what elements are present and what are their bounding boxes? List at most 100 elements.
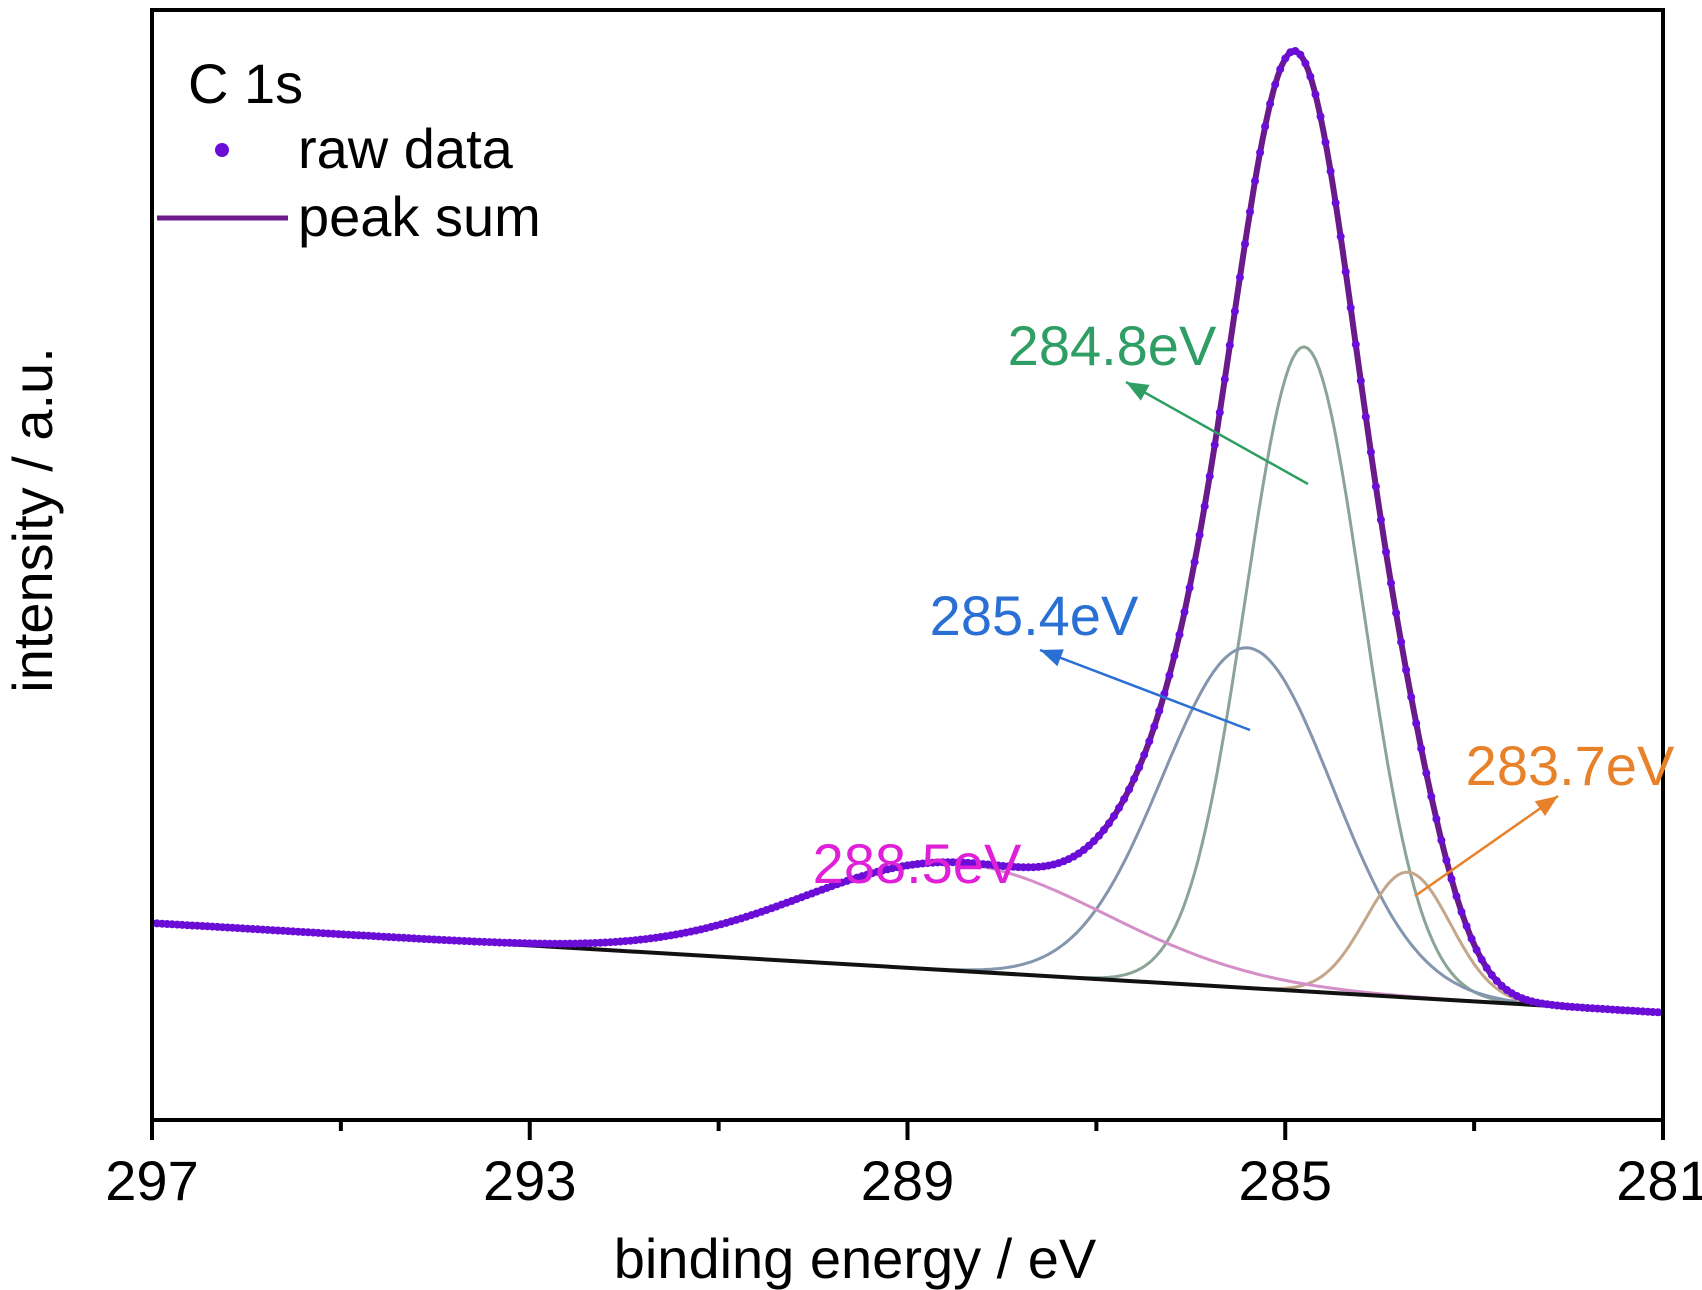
raw-data-point (1452, 892, 1461, 901)
legend-title: C 1s (188, 52, 303, 115)
raw-data-point (1382, 548, 1390, 556)
raw-data-point (1442, 856, 1451, 865)
raw-data-point (1397, 638, 1406, 646)
raw-data-point (1487, 971, 1496, 979)
raw-data-point (1462, 922, 1471, 931)
raw-data-point (1482, 963, 1491, 972)
raw-data-point (1351, 340, 1360, 349)
raw-data-point (1120, 795, 1129, 804)
raw-data-point (1296, 50, 1305, 59)
raw-data-point (1467, 934, 1476, 943)
raw-data-point (1235, 273, 1244, 282)
raw-data-point (1376, 515, 1385, 524)
raw-data-point (1094, 831, 1103, 840)
raw-data-point (1256, 148, 1265, 157)
raw-data-point (1261, 122, 1270, 131)
raw-data-point (1432, 815, 1441, 823)
raw-data-point (1220, 375, 1229, 384)
raw-data-point (1447, 875, 1456, 883)
raw-data-point (1200, 502, 1209, 511)
x-tick-label: 285 (1239, 1149, 1332, 1212)
raw-data-point (1225, 341, 1234, 350)
peak-annotations: 284.8eV 285.4eV 283.7eV 288.5eV (813, 314, 1675, 898)
raw-data-point (1457, 907, 1466, 916)
raw-data-point (1477, 955, 1486, 964)
legend-raw-data-marker (215, 143, 229, 157)
raw-data-point (1281, 54, 1290, 63)
raw-data-point (1175, 630, 1184, 639)
raw-data-point (1110, 812, 1118, 820)
annotation-arrowhead-283.7eV (1534, 796, 1558, 816)
legend-raw-data-label: raw data (298, 117, 514, 180)
raw-data-point (1356, 376, 1365, 385)
raw-data-point (1084, 841, 1093, 850)
raw-data-point (1180, 607, 1189, 616)
raw-data-point (1407, 693, 1416, 702)
x-axis-ticks: 297 293 289 285 281 (105, 1120, 1702, 1212)
raw-data-point (1130, 774, 1139, 783)
x-axis-label: binding energy / eV (614, 1227, 1097, 1290)
raw-data-point (1145, 737, 1154, 746)
raw-data-point (1241, 240, 1249, 248)
raw-data-point (1427, 792, 1436, 801)
raw-data-point (1276, 65, 1285, 74)
plot-area (152, 47, 1663, 1017)
raw-data-point (1246, 207, 1254, 216)
raw-data-point (1316, 112, 1325, 121)
annotation-label-283.7eV: 283.7eV (1466, 734, 1675, 797)
raw-data-point (1210, 440, 1219, 449)
annotation-label-288.5eV: 288.5eV (813, 832, 1022, 895)
raw-data-point (1301, 59, 1310, 68)
raw-data-point (1311, 90, 1320, 99)
x-tick-label: 281 (1616, 1149, 1702, 1212)
annotation-arrow-283.7eV (1414, 794, 1559, 898)
raw-data-point (1215, 408, 1224, 417)
raw-data-point (1346, 303, 1355, 312)
raw-data-point (1266, 99, 1275, 108)
raw-data-point (1205, 472, 1214, 481)
raw-data-point (1387, 579, 1395, 588)
raw-data-point (1230, 307, 1239, 316)
raw-data-point (1326, 167, 1335, 176)
raw-data-point (1412, 719, 1421, 728)
raw-data-point (1271, 80, 1280, 89)
curves-layer (152, 47, 1663, 1017)
annotation-arrowhead-284.8eV (1126, 382, 1150, 401)
raw-data-point (1492, 976, 1501, 985)
raw-data-point (1402, 666, 1411, 674)
raw-data-point (1341, 267, 1350, 276)
raw-data-point (1185, 583, 1194, 592)
raw-data-point (1472, 945, 1481, 954)
raw-data-point (1437, 836, 1446, 845)
annotation-label-284.8eV: 284.8eV (1008, 314, 1217, 377)
raw-data-point (1417, 744, 1426, 753)
raw-data-point (1190, 558, 1199, 567)
x-tick-label: 293 (483, 1149, 576, 1212)
raw-data-point (1361, 412, 1370, 421)
raw-data-point (1099, 825, 1108, 834)
x-tick-label: 289 (861, 1149, 954, 1212)
raw-data-point (1195, 530, 1204, 539)
raw-data-point (1115, 803, 1123, 812)
raw-data-point (1392, 609, 1401, 617)
y-axis-label: intensity / a.u. (1, 347, 64, 693)
raw-data-point (1366, 448, 1375, 457)
raw-data-point (1150, 722, 1159, 731)
annotation-label-285.4eV: 285.4eV (930, 584, 1139, 647)
raw-data-point (1089, 837, 1098, 846)
raw-data-point (1336, 232, 1345, 241)
annotation-arrow-285.4eV (1039, 648, 1251, 732)
raw-data-point (1321, 138, 1330, 147)
raw-data-point (1422, 769, 1431, 778)
legend: C 1s raw data peak sum (157, 52, 541, 248)
raw-data-point (1170, 651, 1179, 660)
x-tick-label: 297 (105, 1149, 198, 1212)
raw-data-point (1331, 198, 1340, 207)
raw-data-point (1306, 72, 1315, 81)
raw-data-point (1155, 706, 1164, 715)
raw-data-point (1251, 177, 1259, 186)
raw-data-point (1135, 763, 1144, 772)
raw-data-point (1371, 482, 1380, 491)
annotation-arrowhead-285.4eV (1040, 649, 1064, 667)
